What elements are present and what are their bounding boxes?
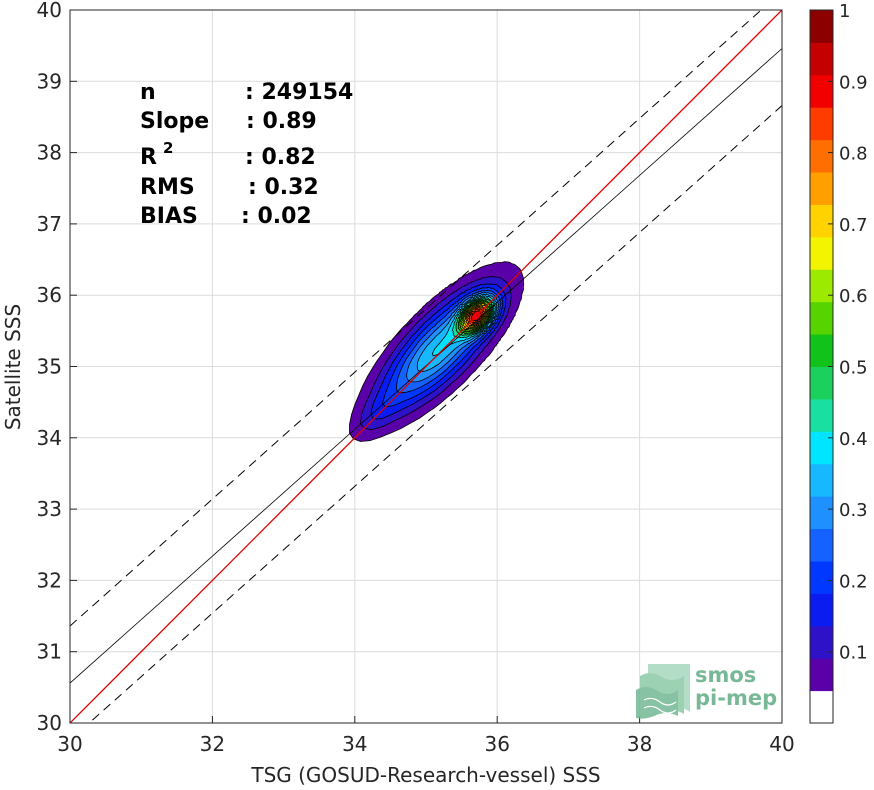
x-tick-label: 32 xyxy=(200,732,225,756)
y-tick-label: 31 xyxy=(37,640,62,664)
x-axis-title: TSG (GOSUD-Research-vessel) SSS xyxy=(250,763,600,787)
stat-r2-superscript: 2 xyxy=(163,139,173,157)
colorbar: 0.1 0.2 0.3 0.4 0.5 0.6 0.7 0.8 0.9 1 xyxy=(809,1,868,724)
y-tick-label: 39 xyxy=(37,69,62,93)
colorbar-swatch xyxy=(810,398,833,432)
colorbar-swatch xyxy=(810,690,833,724)
colorbar-swatch xyxy=(810,269,833,303)
lower-dashed-line xyxy=(88,105,782,723)
stat-bias-label: BIAS xyxy=(140,204,198,229)
logo-waves-icon xyxy=(636,664,690,719)
colorbar-swatch xyxy=(810,74,833,108)
colorbar-tick-label: 0.1 xyxy=(839,643,868,664)
colorbar-swatch xyxy=(810,172,833,205)
y-tick-label: 32 xyxy=(37,568,62,592)
colorbar-tick-label: 0.7 xyxy=(839,215,868,236)
one-to-one-line xyxy=(70,10,782,723)
y-tick-label: 37 xyxy=(37,212,62,236)
colorbar-tick-label: 0.9 xyxy=(839,72,868,93)
colorbar-swatch xyxy=(810,139,833,173)
stat-bias-value: : 0.02 xyxy=(241,204,312,229)
y-tick-label: 35 xyxy=(37,355,62,379)
logo-text-pi-mep: pi-mep xyxy=(695,686,777,710)
stat-n-label: n xyxy=(140,80,156,105)
y-tick-label: 36 xyxy=(37,283,62,307)
axis-ticks: 30 32 34 36 38 40 30 31 32 33 34 35 36 37 38 39 40 xyxy=(37,0,795,756)
colorbar-swatch xyxy=(810,463,833,497)
y-tick-label: 40 xyxy=(37,0,62,22)
y-tick-label: 30 xyxy=(37,711,62,735)
x-tick-label: 34 xyxy=(342,732,367,756)
colorbar-swatch xyxy=(810,301,833,335)
y-axis-title: Satellite SSS xyxy=(1,304,25,430)
stat-n-value: : 249154 xyxy=(245,80,353,105)
stat-slope-label: Slope xyxy=(140,109,209,134)
grid xyxy=(69,9,783,724)
colorbar-tick-label: 0.6 xyxy=(839,286,868,307)
y-tick-label: 33 xyxy=(37,497,62,521)
colorbar-swatch xyxy=(810,593,833,627)
colorbar-swatch xyxy=(810,625,833,659)
colorbar-swatch xyxy=(810,431,833,465)
x-tick-label: 30 xyxy=(57,732,82,756)
stat-r2-label: R xyxy=(140,145,157,170)
upper-dashed-line xyxy=(70,10,762,627)
x-tick-label: 40 xyxy=(769,732,794,756)
colorbar-swatch xyxy=(810,107,833,141)
reference-lines xyxy=(70,10,782,723)
y-tick-label: 34 xyxy=(37,426,62,450)
colorbar-swatch xyxy=(810,334,833,367)
colorbar-tick-label: 0.2 xyxy=(839,571,868,592)
stat-rms-value: : 0.32 xyxy=(248,175,319,200)
x-tick-label: 38 xyxy=(627,732,652,756)
stats-block: n : 249154 Slope : 0.89 R 2 : 0.82 RMS :… xyxy=(140,80,353,229)
colorbar-swatch xyxy=(810,496,833,530)
colorbar-swatch xyxy=(810,658,833,692)
stat-r2-value: : 0.82 xyxy=(245,145,316,170)
smos-pi-mep-logo: smos pi-mep xyxy=(636,663,777,719)
stat-rms-label: RMS xyxy=(140,175,195,200)
colorbar-tick-label: 0.3 xyxy=(839,500,868,521)
logo-text-smos: smos xyxy=(695,663,756,687)
colorbar-tick-label: 0.4 xyxy=(839,429,868,450)
colorbar-swatch xyxy=(810,10,833,43)
colorbar-swatch xyxy=(810,366,833,400)
colorbar-swatch xyxy=(810,560,833,594)
colorbar-tick-label: 1 xyxy=(839,1,850,22)
colorbar-swatch xyxy=(810,528,833,562)
stat-slope-value: : 0.89 xyxy=(246,109,317,134)
colorbar-tick-label: 0.8 xyxy=(839,144,868,165)
y-tick-label: 38 xyxy=(37,141,62,165)
colorbar-tick-label: 0.5 xyxy=(839,358,868,379)
colorbar-swatch xyxy=(810,236,833,270)
x-tick-label: 36 xyxy=(484,732,509,756)
colorbar-swatch xyxy=(810,204,833,238)
colorbar-swatch xyxy=(810,42,833,76)
